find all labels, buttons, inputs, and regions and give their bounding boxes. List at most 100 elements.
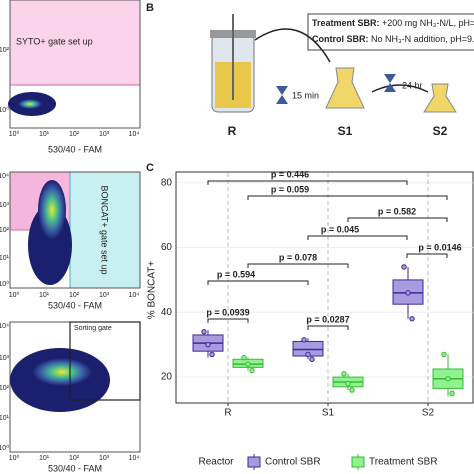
bracket — [207, 318, 249, 323]
condition: Control SBR: No NH₃-N addition, pH=9. — [312, 34, 474, 44]
p-value: p = 0.059 — [271, 184, 309, 194]
density — [32, 358, 92, 386]
gate — [69, 171, 141, 289]
x-tick-label: 10⁴ — [129, 455, 140, 462]
point — [201, 329, 207, 335]
bracket — [247, 195, 448, 200]
y-tick-label: 10² — [0, 47, 10, 54]
y-tick-label: 80 — [161, 177, 173, 188]
point — [449, 390, 455, 396]
p-value: p = 0.0939 — [206, 307, 249, 317]
x-tick-label: 10⁴ — [129, 292, 140, 299]
y-tick-label: 10⁴ — [0, 323, 9, 330]
bracket — [406, 253, 448, 258]
x-tick-label: 10² — [69, 131, 80, 138]
reactor-icon — [210, 14, 256, 113]
point — [401, 264, 407, 270]
y-tick-label: 10⁰ — [0, 280, 9, 288]
x-tick-label: 10¹ — [39, 131, 50, 138]
stage: R — [228, 124, 237, 138]
time: 24 hr — [402, 80, 423, 90]
panel-label: C — [146, 162, 154, 174]
x-tick-label: 10³ — [99, 292, 110, 299]
point — [405, 290, 411, 296]
point — [309, 356, 315, 362]
bracket — [347, 217, 448, 222]
legend-swatch — [247, 456, 261, 468]
point — [241, 354, 247, 361]
y-tick-label: 10¹ — [0, 415, 10, 422]
x-tick-label: 10⁴ — [129, 131, 140, 138]
p-value: p = 0.0287 — [306, 314, 349, 324]
legend-title: Reactor — [198, 457, 234, 468]
hourglass — [276, 86, 288, 104]
density — [18, 99, 42, 109]
stage: S2 — [433, 124, 448, 138]
legend-label: Treatment SBR — [369, 457, 438, 468]
x-tick-label: S2 — [422, 408, 435, 419]
bracket — [207, 180, 408, 185]
time: 15 min — [292, 90, 319, 100]
x-tick-label: 10² — [69, 292, 80, 299]
arrow — [254, 28, 331, 63]
gate — [69, 321, 141, 401]
p-value: p = 0.078 — [279, 252, 317, 262]
bracket — [307, 325, 349, 330]
flask — [423, 83, 457, 113]
condition-box — [307, 13, 474, 51]
legend-label: Control SBR — [265, 457, 321, 468]
flow-panel: BONCAT+ gate set up — [9, 171, 141, 289]
x-tick-label: 10³ — [99, 455, 110, 462]
plot-frame — [175, 171, 474, 404]
flow-panel: SYTO+ gate set up — [8, 0, 141, 129]
x-tick-label: S1 — [322, 408, 335, 419]
x-axis-label: 530/40 - FAM — [48, 463, 102, 473]
y-tick-label: 60 — [161, 242, 173, 253]
gate — [9, 0, 141, 86]
x-tick-label: 10¹ — [39, 292, 50, 299]
gate-label: BONCAT+ gate set up — [100, 185, 110, 274]
point — [305, 351, 311, 358]
p-value: p = 0.045 — [321, 224, 359, 234]
p-value: p = 0.446 — [271, 169, 309, 179]
density — [38, 180, 66, 240]
gate-label: SYTO+ gate set up — [16, 36, 93, 46]
condition-name: Control SBR: — [312, 34, 369, 44]
point — [441, 351, 447, 358]
point — [345, 380, 351, 387]
condition-name: Treatment SBR: — [312, 18, 380, 28]
p-value: p = 0.594 — [217, 269, 255, 279]
x-axis-label: 530/40 - FAM — [48, 144, 102, 154]
y-tick-label: 10¹ — [0, 255, 10, 262]
frame — [9, 171, 141, 289]
x-tick-label: 10⁰ — [9, 454, 20, 462]
x-tick-label: 10⁰ — [9, 130, 20, 138]
condition: Treatment SBR: +200 mg NH₃-N/L, pH= — [312, 18, 474, 28]
flask — [325, 67, 365, 109]
y-tick-label: 10⁰ — [0, 106, 9, 114]
point — [245, 361, 251, 367]
x-axis-label: 530/40 - FAM — [48, 300, 102, 310]
point — [341, 371, 347, 377]
point — [445, 376, 451, 382]
p-value: p = 0.582 — [378, 206, 416, 216]
legend-swatch — [351, 456, 365, 468]
y-axis-label: % BONCAT+ — [147, 261, 158, 320]
bracket — [247, 263, 349, 268]
x-tick-label: 10⁰ — [9, 291, 20, 299]
y-tick-label: 10³ — [0, 355, 10, 362]
x-tick-label: 10³ — [99, 131, 110, 138]
point — [409, 316, 415, 322]
y-tick-label: 10⁴ — [0, 173, 9, 180]
point — [205, 341, 211, 348]
gate-label: Sorting gate — [74, 325, 112, 332]
point — [249, 367, 255, 374]
y-tick-label: 20 — [161, 372, 173, 383]
y-tick-label: 10³ — [0, 202, 10, 209]
point — [301, 337, 307, 343]
panel-label: B — [146, 2, 154, 14]
bracket — [307, 235, 408, 240]
arrow — [371, 84, 429, 93]
frame — [9, 0, 141, 129]
